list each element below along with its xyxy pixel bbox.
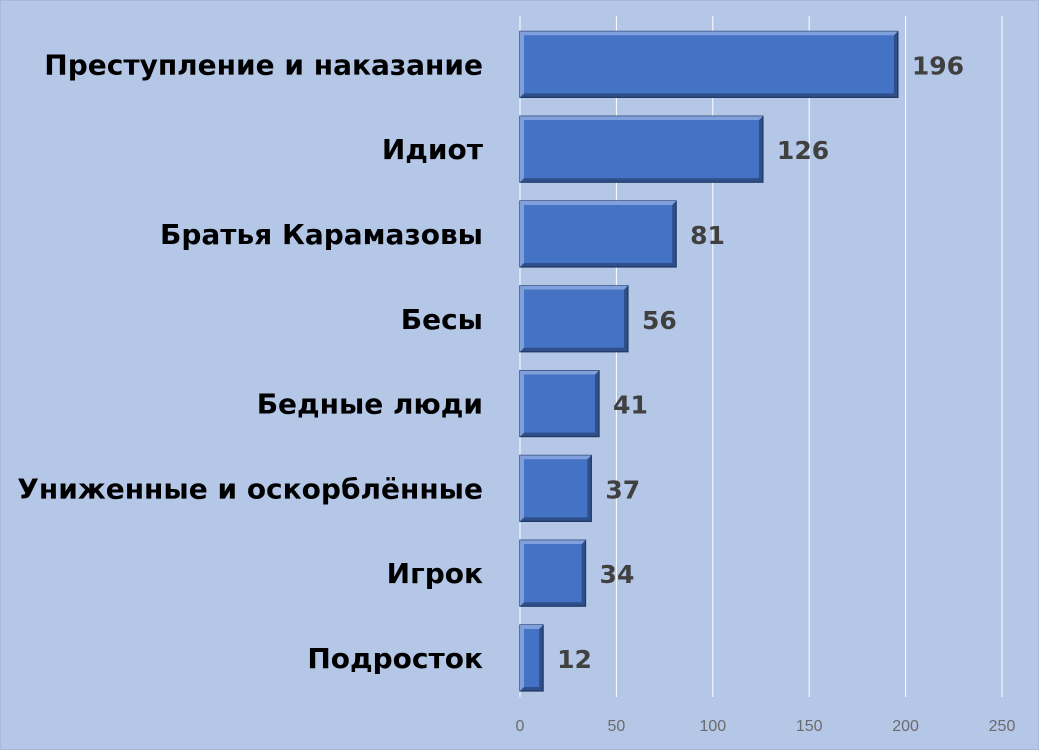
bar-face — [524, 120, 759, 179]
data-label-1: 196 — [912, 51, 964, 80]
category-label-7: Игрок — [387, 557, 483, 590]
data-label-7: 34 — [600, 560, 635, 589]
data-label-8: 12 — [557, 645, 592, 674]
bar-face — [524, 374, 596, 433]
data-label-6: 37 — [605, 475, 640, 504]
bar-8 — [519, 624, 544, 692]
tick-label-50: 50 — [608, 718, 626, 735]
bar-5 — [519, 370, 600, 438]
bar-face — [524, 459, 588, 518]
category-label-3: Братья Карамазовы — [160, 218, 483, 251]
category-label-1: Преступление и наказание — [44, 48, 483, 81]
tick-label-100: 100 — [699, 718, 726, 735]
category-labels: Преступление и наказание Идиот Братья Кара… — [17, 48, 483, 675]
data-label-5: 41 — [613, 391, 648, 420]
bar-face — [524, 544, 582, 603]
bar-face — [524, 289, 624, 348]
bar-1 — [519, 30, 899, 98]
data-label-3: 81 — [690, 221, 725, 250]
tick-label-250: 250 — [989, 718, 1016, 735]
category-label-8: Подросток — [307, 642, 483, 675]
data-label-2: 126 — [777, 136, 829, 165]
bar-7 — [519, 539, 587, 607]
data-labels: 196 126 81 56 41 37 34 12 — [557, 51, 964, 674]
category-label-4: Бесы — [401, 303, 483, 336]
bars — [519, 30, 899, 692]
category-label-5: Бедные люди — [257, 388, 483, 421]
bar-3 — [519, 200, 677, 268]
data-label-4: 56 — [642, 306, 677, 335]
bar-face — [524, 205, 673, 263]
bar-highlight — [520, 625, 544, 691]
tick-label-200: 200 — [892, 718, 919, 735]
category-label-2: Идиот — [382, 133, 484, 166]
bar-4 — [519, 285, 629, 353]
category-label-6: Униженные и оскорблённые — [17, 472, 483, 505]
bar-face — [524, 35, 894, 94]
bar-2 — [519, 115, 764, 183]
tick-label-150: 150 — [796, 718, 823, 735]
bar-6 — [519, 454, 592, 522]
tick-label-0: 0 — [516, 718, 525, 735]
x-axis-tick-labels: 0 50 100 150 200 250 — [516, 718, 1016, 735]
bar-face — [524, 629, 540, 687]
